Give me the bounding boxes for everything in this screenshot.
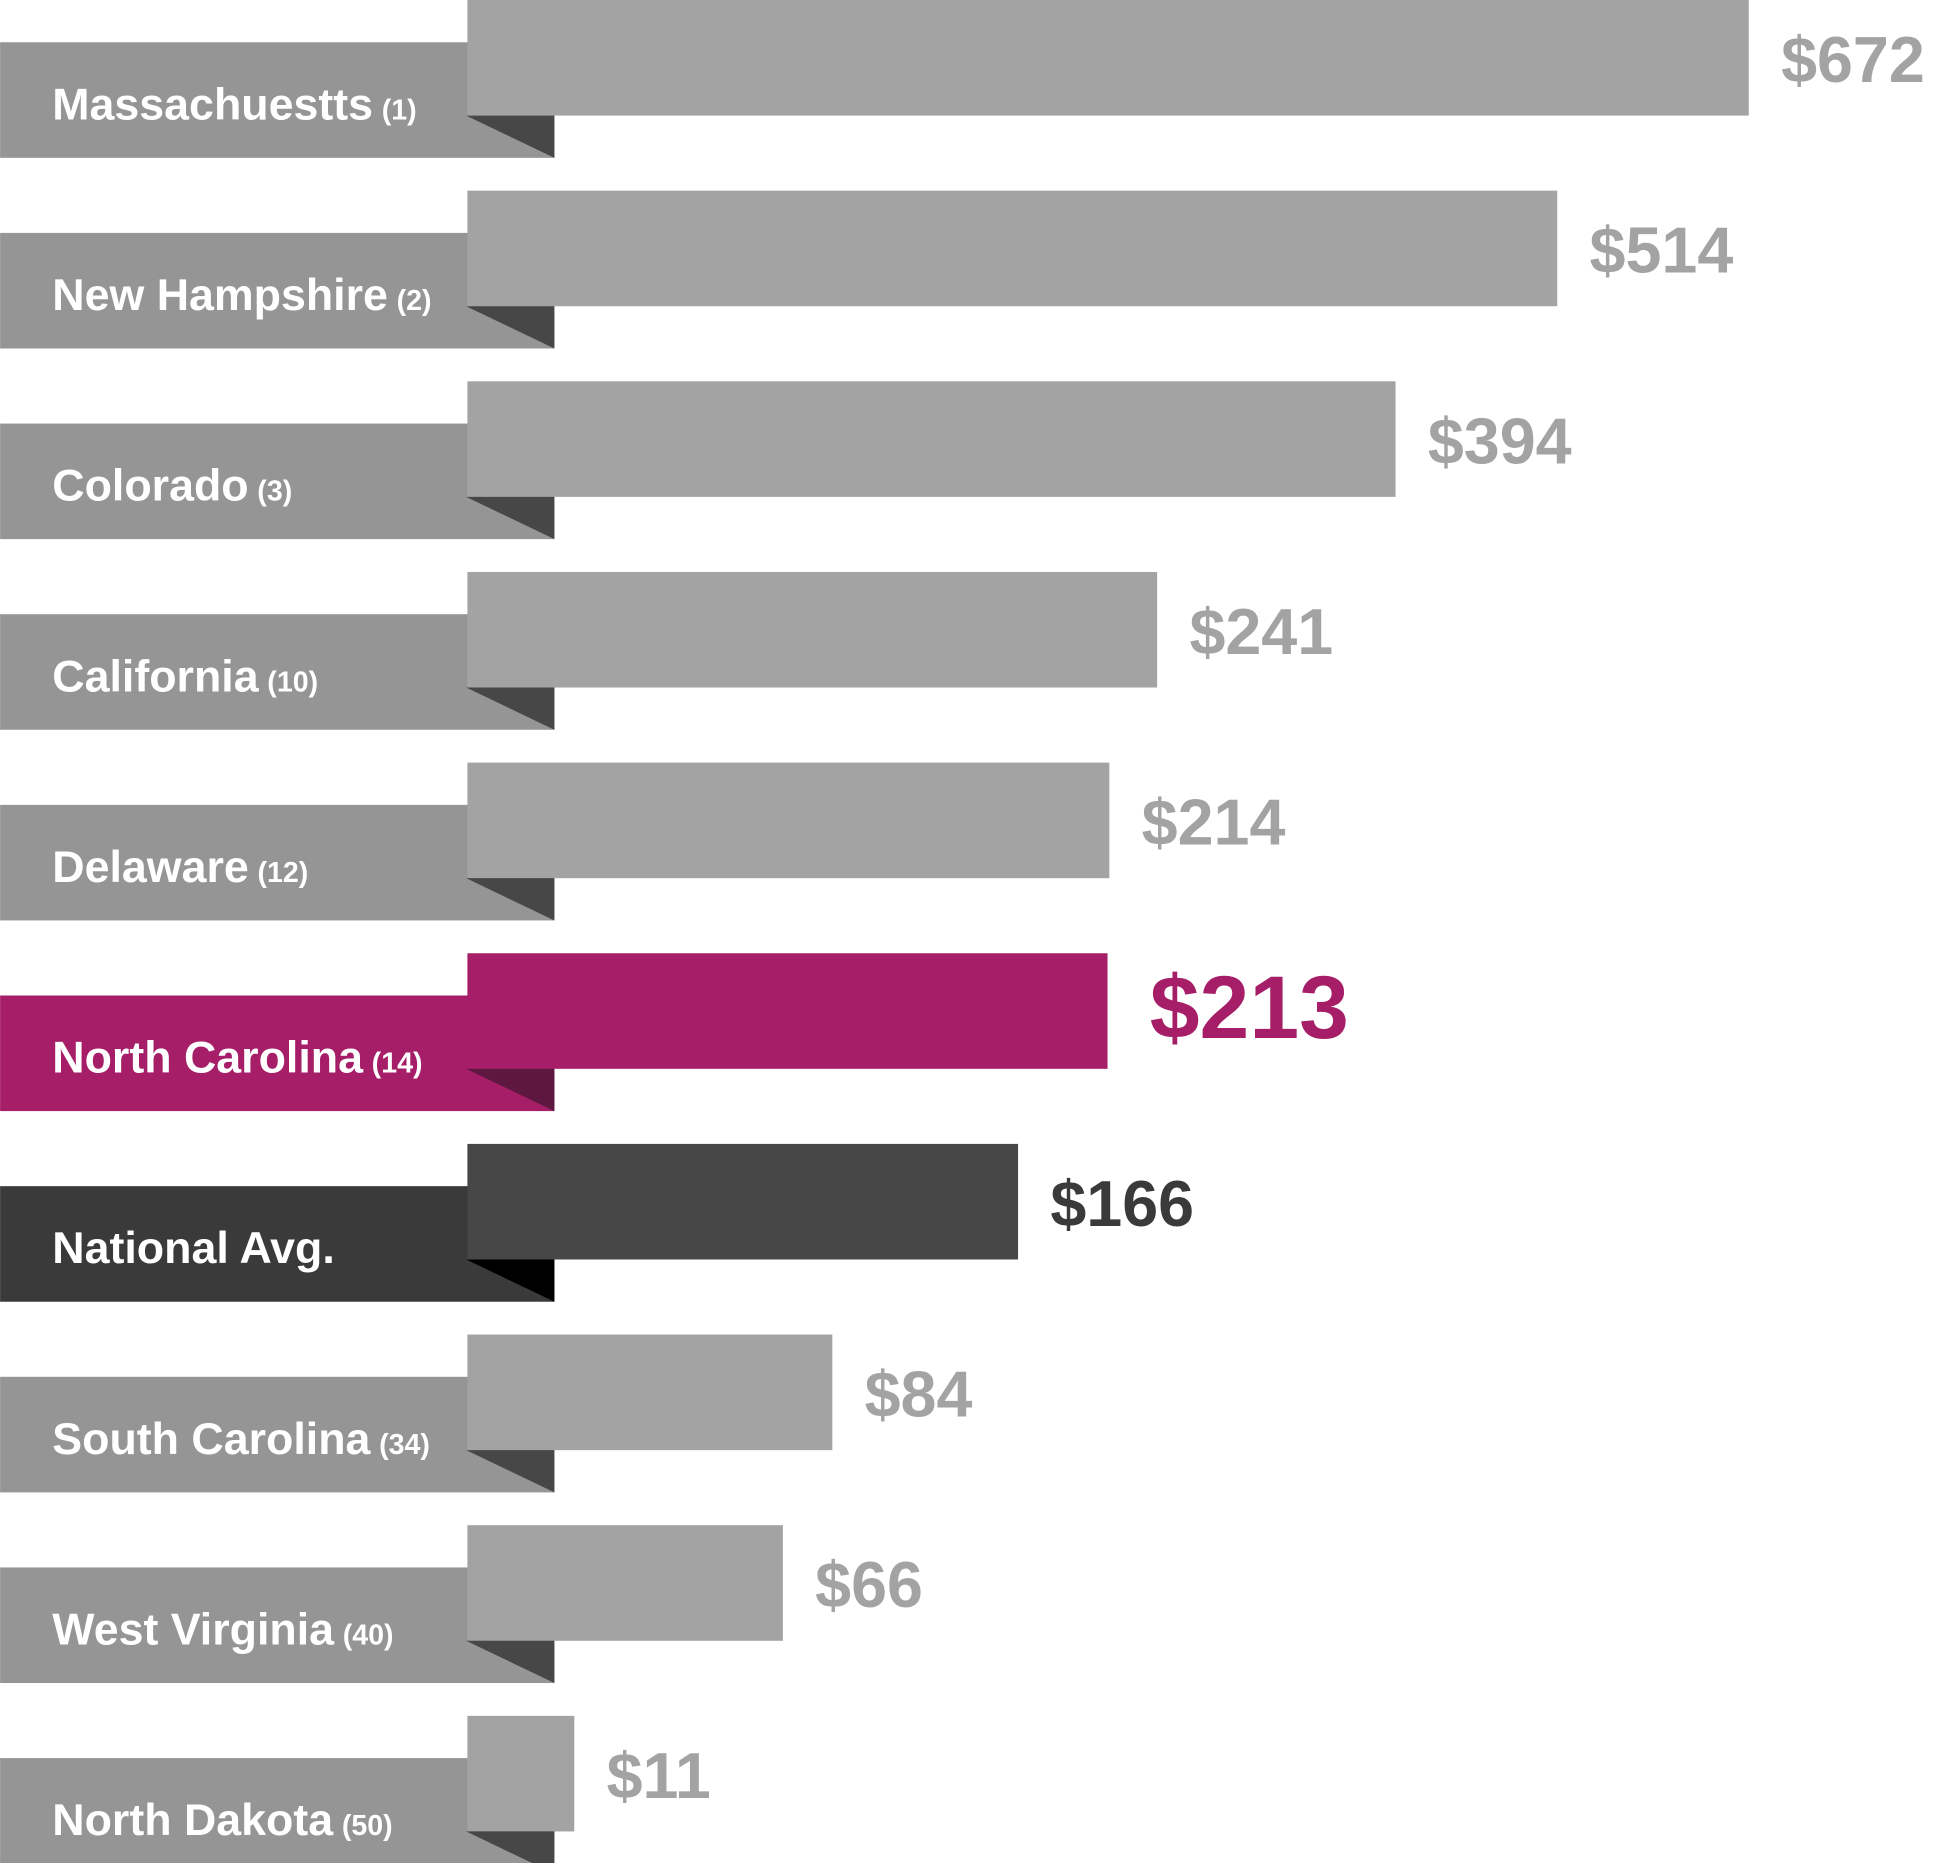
label-box <box>0 1376 555 1493</box>
bar-fold <box>466 1450 555 1493</box>
label-box <box>0 1567 555 1684</box>
category-name: South Carolina <box>52 1414 371 1464</box>
bar <box>467 1715 575 1832</box>
bar <box>467 1334 833 1451</box>
label-box <box>0 614 555 730</box>
label-box <box>0 804 555 921</box>
bar-fold <box>466 878 555 921</box>
bar <box>467 1143 1019 1260</box>
value-label: $514 <box>1590 215 1734 287</box>
category-name: North Dakota <box>52 1795 334 1845</box>
value-label: $672 <box>1781 24 1925 96</box>
category-label: Massachuestts (1) <box>52 79 416 129</box>
category-name: New Hampshire <box>52 270 388 320</box>
rank-label: (40) <box>343 1620 394 1652</box>
category-name: Delaware <box>52 842 248 892</box>
value-label: $394 <box>1428 405 1572 477</box>
bar <box>467 762 1110 879</box>
rank-label: (2) <box>397 285 432 317</box>
bar-fold <box>466 1259 555 1302</box>
rank-label: (10) <box>267 666 318 698</box>
bar-fold <box>466 306 555 349</box>
category-label: South Carolina (34) <box>52 1414 430 1464</box>
value-label: $241 <box>1189 596 1333 668</box>
label-box <box>0 1758 555 1863</box>
value-label: $84 <box>865 1359 973 1431</box>
label-box <box>0 995 555 1112</box>
bar <box>467 1525 783 1641</box>
category-label: North Carolina (14) <box>52 1033 422 1083</box>
bar-fold <box>466 1831 555 1863</box>
category-name: West Virginia <box>52 1605 335 1655</box>
label-box <box>0 42 555 158</box>
category-name: National Avg. <box>52 1223 335 1273</box>
category-name: Colorado <box>52 461 248 511</box>
category-label: National Avg. <box>52 1223 335 1273</box>
category-name: Massachuestts <box>52 79 373 129</box>
category-label: North Dakota (50) <box>52 1795 392 1845</box>
category-name: North Carolina <box>52 1033 364 1083</box>
bar <box>467 0 1749 116</box>
category-label: California (10) <box>52 651 318 701</box>
category-label: West Virginia (40) <box>52 1605 393 1655</box>
bar <box>467 190 1558 307</box>
value-label: $214 <box>1142 787 1286 859</box>
rank-label: (3) <box>257 476 292 508</box>
category-label: New Hampshire (2) <box>52 270 431 320</box>
rank-label: (50) <box>342 1810 393 1842</box>
value-label: $166 <box>1050 1168 1194 1240</box>
label-box <box>0 1186 555 1302</box>
bar <box>467 381 1396 497</box>
category-name: California <box>52 651 259 701</box>
category-label: Delaware (12) <box>52 842 308 892</box>
bar-fold <box>466 496 555 540</box>
rank-label: (14) <box>372 1048 423 1080</box>
label-box <box>0 423 555 540</box>
category-label: Colorado (3) <box>52 461 292 511</box>
value-label: $66 <box>815 1549 923 1621</box>
value-label: $11 <box>607 1740 711 1812</box>
rank-label: (34) <box>379 1429 430 1461</box>
label-box <box>0 232 555 349</box>
bar-fold <box>466 687 555 730</box>
bar <box>467 953 1108 1069</box>
bar-fold <box>466 1640 555 1684</box>
rank-label: (1) <box>382 94 417 126</box>
bar <box>467 571 1158 688</box>
value-label: $213 <box>1150 957 1349 1057</box>
rank-label: (12) <box>257 857 308 889</box>
